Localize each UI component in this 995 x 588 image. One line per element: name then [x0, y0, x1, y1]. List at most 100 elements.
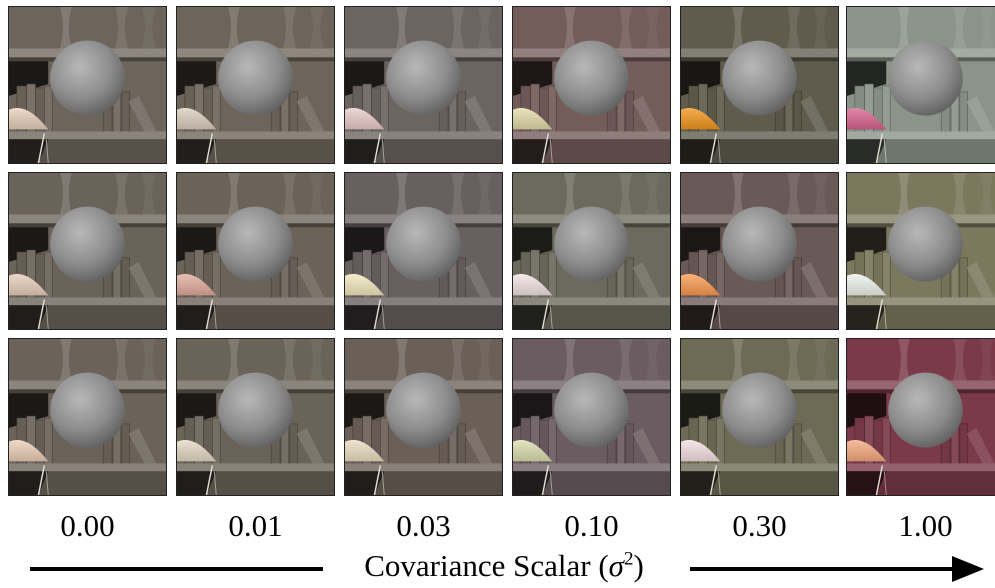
scene-panel: [846, 6, 995, 164]
leaning-book: [966, 95, 995, 136]
gray-sphere: [218, 372, 293, 448]
vase: [786, 173, 801, 215]
lamp-stand: [213, 471, 217, 495]
leaning-book: [800, 427, 829, 468]
shelf: [513, 297, 670, 306]
sigma-symbol: σ: [608, 548, 624, 583]
vase: [477, 7, 493, 49]
scene-panel: [512, 172, 671, 330]
vase: [813, 7, 829, 49]
lamp-shade: [513, 439, 553, 462]
leaning-book: [296, 427, 325, 468]
lamp-shade: [345, 439, 385, 462]
lamp-stand: [549, 305, 553, 329]
vase: [60, 7, 72, 49]
shadow: [681, 305, 721, 329]
book: [793, 91, 802, 134]
scene-image: [9, 339, 166, 495]
shadow: [177, 471, 217, 495]
vase: [564, 7, 576, 49]
vase: [228, 339, 240, 381]
vase: [979, 7, 995, 49]
vase: [979, 173, 995, 215]
book: [959, 423, 968, 466]
vase: [114, 7, 129, 49]
vase: [618, 339, 633, 381]
scene-image: [513, 339, 670, 495]
lamp-stand: [381, 471, 385, 495]
scene-image: [177, 339, 334, 495]
scene-panel: [8, 338, 167, 496]
book: [793, 423, 802, 466]
leaning-book: [296, 261, 325, 302]
lamp-stand: [45, 471, 49, 495]
shadow: [9, 305, 49, 329]
vase: [309, 339, 325, 381]
shelf: [681, 463, 838, 472]
book: [457, 257, 466, 300]
scene-image: [345, 173, 502, 329]
book: [289, 257, 298, 300]
vase: [60, 339, 72, 381]
lamp-stand: [883, 305, 887, 329]
scene-image: [847, 7, 995, 163]
shadow: [177, 139, 217, 163]
vase: [952, 339, 967, 381]
column-label: 0.00: [60, 508, 115, 543]
lamp-shade: [681, 107, 721, 130]
scene-panel: [846, 338, 995, 496]
lamp-stand: [37, 299, 46, 329]
vase: [786, 339, 801, 381]
scene-image: [513, 7, 670, 163]
image-grid: [8, 6, 995, 496]
book: [289, 423, 298, 466]
leaning-book: [464, 95, 493, 136]
axis-arrow: Covariance Scalar (σ2): [0, 546, 995, 588]
arrow-line-right: [690, 567, 956, 571]
lamp-stand: [373, 133, 382, 163]
lamp-stand: [541, 133, 550, 163]
scene-image: [177, 173, 334, 329]
scene-panel: [512, 6, 671, 164]
shadow: [847, 305, 887, 329]
scene-image: [681, 173, 838, 329]
lamp-shade: [9, 273, 49, 296]
book: [625, 423, 634, 466]
leaning-book: [128, 427, 157, 468]
vase: [396, 7, 408, 49]
vase: [450, 7, 465, 49]
scene-image: [177, 7, 334, 163]
arrow-line-left: [30, 567, 323, 571]
scene-image: [513, 173, 670, 329]
vase: [477, 339, 493, 381]
lamp-stand: [549, 139, 553, 163]
shadow: [345, 139, 385, 163]
lamp-shade: [513, 107, 553, 130]
shelf: [681, 297, 838, 306]
scene-panel: [176, 172, 335, 330]
leaning-book: [464, 261, 493, 302]
shelf: [9, 297, 166, 306]
book: [121, 257, 130, 300]
shelf: [847, 131, 995, 140]
book: [457, 423, 466, 466]
scene-image: [847, 339, 995, 495]
axis-title: Covariance Scalar (σ2): [364, 548, 644, 583]
vase: [898, 7, 910, 49]
vase: [396, 173, 408, 215]
lower-cabinet: [847, 139, 995, 163]
scene-panel: [8, 172, 167, 330]
scene-panel: [344, 6, 503, 164]
leaning-book: [966, 261, 995, 302]
scene-image: [345, 7, 502, 163]
lower-cabinet: [847, 471, 995, 495]
lamp-stand: [205, 133, 214, 163]
vase: [645, 173, 661, 215]
scene-panel: [344, 172, 503, 330]
scene-image: [345, 339, 502, 495]
lamp-stand: [875, 299, 884, 329]
lamp-stand: [213, 305, 217, 329]
lamp-stand: [549, 471, 553, 495]
shadow: [847, 139, 887, 163]
vase: [309, 173, 325, 215]
